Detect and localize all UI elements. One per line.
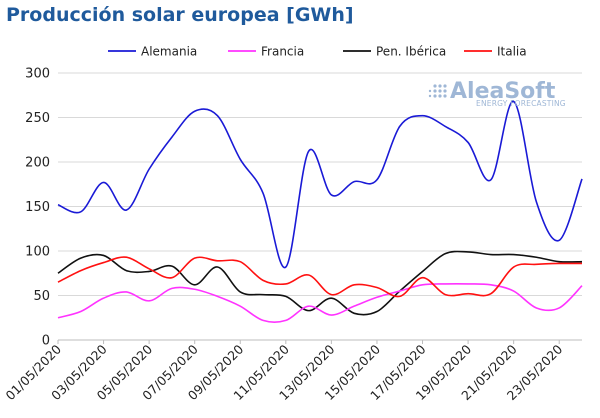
y-tick-label: 300 bbox=[25, 67, 50, 82]
y-tick-label: 50 bbox=[33, 289, 50, 304]
x-axis-ticks: 01/05/202003/05/202005/05/202007/05/2020… bbox=[3, 340, 565, 403]
legend-label: Francia bbox=[261, 45, 304, 59]
series-line-francia bbox=[57, 283, 583, 323]
aleasoft-logo: AleaSoft ENERGY FORECASTING bbox=[428, 79, 566, 108]
series-line-pen-ib-rica bbox=[57, 250, 583, 316]
series-lines bbox=[57, 100, 583, 323]
y-tick-label: 200 bbox=[25, 156, 50, 171]
y-tick-label: 250 bbox=[25, 111, 50, 126]
legend-label: Italia bbox=[497, 45, 527, 59]
series-line-italia bbox=[57, 256, 583, 298]
logo-subtext: ENERGY FORECASTING bbox=[476, 99, 566, 108]
y-tick-label: 100 bbox=[25, 245, 50, 260]
y-tick-label: 0 bbox=[42, 334, 50, 349]
chart-title: Producción solar europea [GWh] bbox=[6, 4, 354, 26]
logo-dots-icon bbox=[428, 84, 447, 98]
logo-text: AleaSoft bbox=[450, 79, 556, 104]
y-tick-label: 150 bbox=[25, 200, 50, 215]
series-line-alemania bbox=[57, 100, 583, 268]
y-axis-ticks: 0 50 100 150 200 250 300 bbox=[25, 67, 50, 349]
legend-label: Pen. Ibérica bbox=[376, 45, 446, 59]
legend-label: Alemania bbox=[141, 45, 197, 59]
gridlines bbox=[58, 72, 582, 341]
legend: Alemania Francia Pen. Ibérica Italia bbox=[108, 45, 527, 59]
